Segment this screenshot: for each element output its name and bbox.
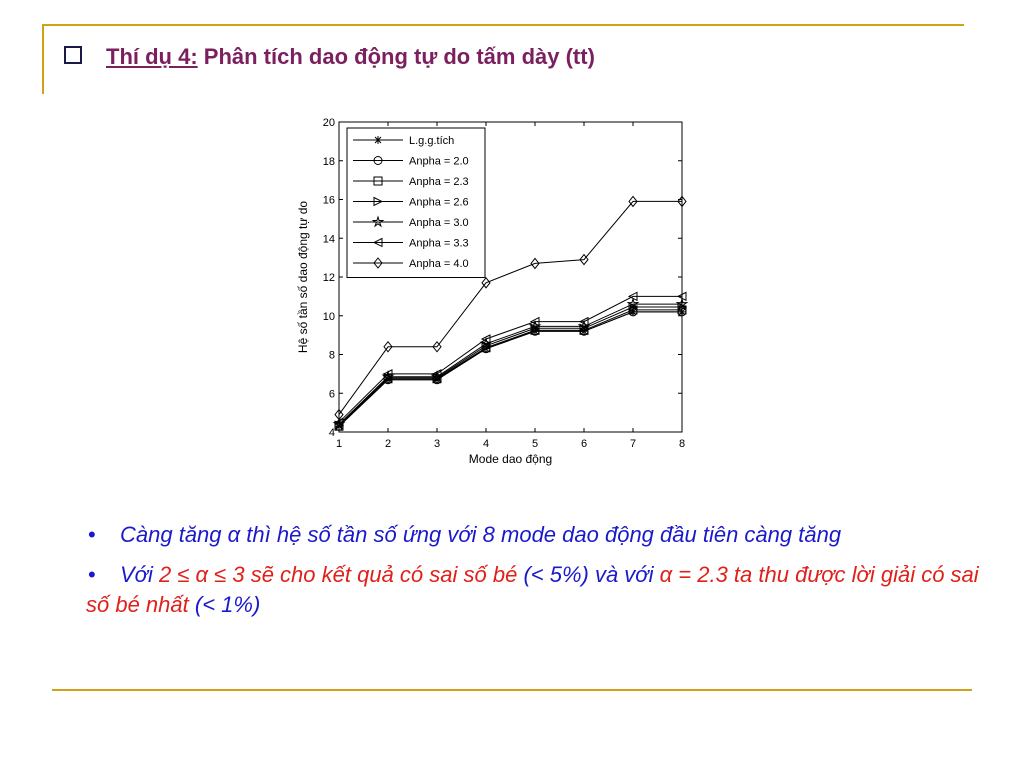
data-point — [431, 369, 442, 379]
y-tick-label: 18 — [323, 156, 335, 168]
data-point — [628, 302, 639, 312]
legend-entry: L.g.g.tích — [409, 135, 454, 147]
y-axis-label: Hệ số tần số dao động tự do — [296, 201, 310, 353]
data-point — [626, 297, 640, 310]
top-rule — [42, 24, 964, 26]
bullet-list: • Càng tăng α thì hệ số tần số ứng với 8 … — [86, 520, 996, 630]
data-point — [383, 340, 393, 353]
data-point — [675, 297, 689, 310]
legend-entry: Anpha = 2.3 — [409, 176, 469, 188]
y-tick-label: 6 — [329, 388, 335, 400]
title-text: Phân tích dao động tự do tấm dày (tt) — [203, 44, 595, 69]
data-point — [481, 277, 491, 289]
data-point — [677, 302, 688, 312]
bullet-seg-4: α = 2.3 ta thu được lời giải có sai số b… — [86, 562, 979, 617]
data-point — [579, 253, 589, 266]
x-axis-label: Mode dao động — [469, 452, 552, 466]
data-point — [334, 408, 344, 421]
bullet-text: Càng tăng α thì hệ số tần số ứng với 8 m… — [120, 522, 842, 547]
x-tick-label: 8 — [679, 438, 685, 450]
data-point — [677, 195, 687, 208]
legend-marker — [373, 176, 383, 186]
legend-marker — [373, 257, 383, 269]
bullet-symbol: • — [88, 562, 96, 587]
data-point — [578, 316, 589, 327]
bullet-seg-5: (< 1%) — [188, 592, 261, 617]
x-tick-label: 2 — [385, 438, 391, 450]
y-tick-label: 12 — [323, 272, 335, 284]
data-point — [628, 195, 638, 208]
legend-marker — [374, 136, 382, 144]
legend-entry: Anpha = 2.0 — [409, 156, 469, 168]
legend-marker — [373, 196, 384, 207]
title-label: Thí dụ 4: — [106, 44, 198, 69]
series-line — [338, 295, 682, 423]
data-point — [334, 420, 345, 431]
y-tick-label: 16 — [323, 195, 335, 207]
x-tick-label: 1 — [336, 438, 342, 450]
data-point — [432, 340, 442, 353]
legend-marker — [373, 156, 383, 165]
x-tick-label: 4 — [483, 438, 489, 450]
x-tick-label: 3 — [434, 438, 440, 450]
data-point — [382, 369, 393, 379]
y-tick-label: 10 — [323, 311, 335, 323]
bullet-symbol: • — [88, 522, 96, 547]
x-tick-label: 5 — [532, 438, 538, 450]
legend-entry: Anpha = 4.0 — [409, 258, 469, 270]
series-line — [338, 200, 682, 415]
legend-box — [346, 127, 486, 278]
data-point — [480, 334, 491, 344]
y-tick-label: 8 — [329, 350, 335, 362]
data-point — [627, 291, 638, 302]
y-tick-label: 14 — [323, 233, 335, 245]
bullet-seg-2: 2 ≤ α ≤ 3 sẽ cho kết quả có sai số bé — [158, 562, 518, 587]
slide-title: Thí dụ 4: Phân tích dao động tự do tấm d… — [64, 44, 595, 70]
bullet-item-2: • Với 2 ≤ α ≤ 3 sẽ cho kết quả có sai số … — [86, 560, 996, 620]
x-tick-label: 6 — [581, 438, 587, 450]
series-line — [338, 311, 682, 427]
x-tick-label: 7 — [630, 438, 636, 450]
bullet-item-1: • Càng tăng α thì hệ số tần số ứng với 8 … — [86, 520, 996, 550]
data-point — [530, 257, 540, 270]
bottom-rule — [52, 689, 972, 691]
y-tick-label: 4 — [329, 427, 335, 439]
data-point — [529, 316, 540, 327]
bullet-seg-3: (< 5%) và với — [517, 562, 660, 587]
series-line — [338, 306, 682, 426]
y-tick-label: 20 — [323, 117, 335, 129]
bullet-seg-1: Với — [120, 562, 159, 587]
data-point — [676, 291, 687, 302]
legend-entry: Anpha = 2.6 — [409, 197, 469, 209]
legend-marker — [372, 237, 383, 248]
series-line — [338, 309, 682, 427]
left-rule — [42, 24, 44, 94]
legend-marker — [371, 215, 385, 228]
checkbox-bullet-icon — [64, 46, 82, 64]
legend-entry: Anpha = 3.0 — [409, 217, 469, 229]
series-line — [338, 303, 682, 425]
legend-entry: Anpha = 3.3 — [409, 238, 469, 250]
